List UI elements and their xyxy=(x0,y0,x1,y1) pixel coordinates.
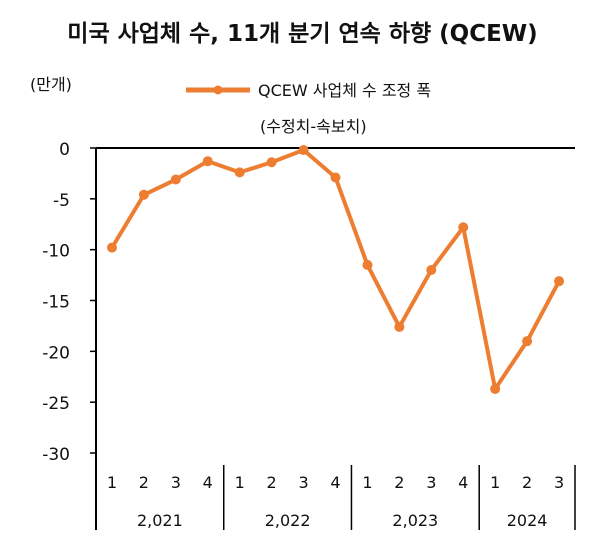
data-point xyxy=(522,336,533,347)
data-point xyxy=(138,189,149,200)
x-tick-label: 3 xyxy=(298,473,308,492)
y-tick-label: -5 xyxy=(53,191,70,211)
y-tick-label: -20 xyxy=(42,343,70,363)
data-point xyxy=(394,321,405,332)
group-label: 2,021 xyxy=(137,511,183,530)
group-label: 2,022 xyxy=(265,511,311,530)
x-tick-label: 2 xyxy=(139,473,149,492)
data-point xyxy=(426,265,437,275)
x-tick-label: 4 xyxy=(330,473,340,492)
y-tick-label: -15 xyxy=(42,293,70,313)
data-point xyxy=(266,157,277,168)
x-tick-label: 2 xyxy=(394,473,404,492)
y-tick-label: -10 xyxy=(42,242,70,262)
x-tick-label: 1 xyxy=(362,473,372,492)
series-line xyxy=(110,148,561,391)
x-tick-label: 3 xyxy=(554,473,564,492)
chart-title: 미국 사업체 수, 11개 분기 연속 하향 (QCEW) xyxy=(67,21,538,47)
data-point xyxy=(202,156,213,167)
x-tick-label: 2 xyxy=(267,473,277,492)
group-label: 2024 xyxy=(507,511,548,530)
x-tick-label: 1 xyxy=(107,473,117,492)
data-point xyxy=(106,242,117,253)
data-point xyxy=(362,259,373,270)
x-tick-label: 1 xyxy=(235,473,245,492)
data-point xyxy=(330,172,341,183)
group-label: 2,023 xyxy=(392,511,438,530)
x-tick-label: 2 xyxy=(522,473,532,492)
x-tick-label: 4 xyxy=(203,473,213,492)
y-tick-label: -25 xyxy=(42,394,70,414)
data-point xyxy=(298,145,309,156)
x-tick-label: 3 xyxy=(171,473,181,492)
y-tick-label: 0 xyxy=(59,140,70,160)
x-tick-label: 4 xyxy=(458,473,468,492)
data-point xyxy=(170,174,181,185)
x-tick-label: 1 xyxy=(490,473,500,492)
data-point xyxy=(490,383,501,394)
legend-label: QCEW 사업체 수 조정 폭 xyxy=(258,81,431,100)
data-point xyxy=(234,167,245,178)
x-tick-label: 3 xyxy=(426,473,436,492)
legend-marker xyxy=(213,85,223,95)
data-point xyxy=(458,222,469,233)
y-tick-label: -30 xyxy=(42,445,70,465)
data-point xyxy=(554,276,565,287)
unit-label: (만개) xyxy=(30,75,72,94)
legend-sublabel: (수정치-속보치) xyxy=(260,117,367,136)
